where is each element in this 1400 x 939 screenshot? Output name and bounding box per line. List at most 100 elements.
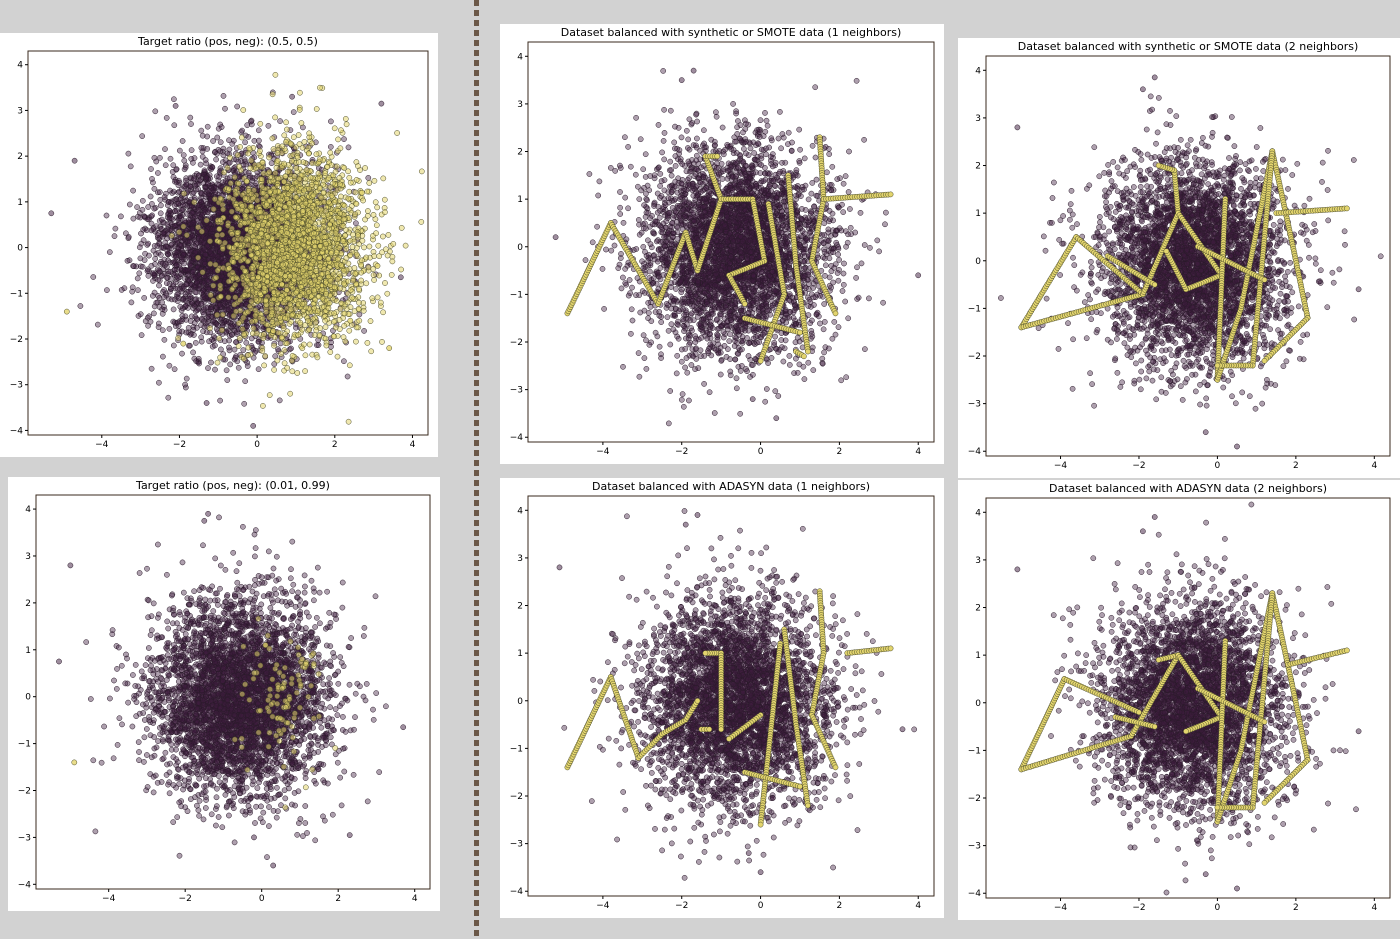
majority-point	[175, 295, 182, 301]
majority-point	[139, 133, 146, 139]
majority-point	[136, 270, 143, 277]
majority-point	[162, 146, 168, 152]
majority-point	[191, 155, 198, 161]
majority-point	[216, 301, 223, 308]
majority-point	[255, 338, 262, 345]
minority-point	[238, 134, 245, 141]
majority-point	[190, 268, 196, 275]
majority-point	[112, 225, 119, 232]
majority-point	[188, 147, 195, 153]
minority-point	[297, 89, 303, 96]
majority-point	[243, 339, 250, 346]
minority-point	[239, 326, 246, 332]
majority-point	[156, 267, 163, 274]
majority-point	[183, 181, 190, 187]
majority-point	[94, 321, 101, 328]
majority-point	[150, 278, 156, 284]
minority-point	[363, 280, 370, 287]
majority-point	[209, 343, 216, 350]
majority-point	[242, 139, 248, 146]
majority-point	[141, 295, 148, 301]
majority-point	[204, 123, 211, 130]
majority-point	[173, 208, 180, 214]
majority-point	[152, 108, 159, 115]
majority-point	[144, 268, 151, 274]
majority-point	[185, 245, 191, 251]
majority-point	[157, 210, 164, 217]
majority-point	[397, 274, 404, 281]
majority-point	[204, 277, 211, 284]
majority-point	[171, 366, 178, 373]
majority-point	[130, 187, 136, 194]
majority-point	[185, 271, 192, 278]
plot-area	[48, 71, 425, 429]
panel-divider	[474, 0, 479, 939]
majority-point	[157, 154, 163, 161]
majority-point	[170, 342, 177, 349]
majority-point	[248, 118, 254, 125]
majority-point	[227, 361, 234, 368]
majority-point	[186, 342, 192, 349]
majority-point	[167, 226, 174, 233]
majority-point	[226, 159, 233, 166]
majority-point	[170, 306, 177, 313]
majority-point	[233, 353, 239, 360]
majority-point	[205, 313, 212, 320]
majority-point	[148, 166, 154, 172]
minority-point	[269, 135, 276, 142]
majority-point	[186, 288, 192, 295]
minority-point	[216, 226, 223, 232]
majority-point	[167, 155, 174, 162]
majority-point	[182, 275, 188, 282]
majority-point	[165, 199, 172, 205]
majority-point	[149, 176, 155, 182]
majority-point	[222, 105, 228, 112]
majority-point	[217, 187, 224, 194]
majority-point	[205, 285, 212, 292]
majority-point	[220, 93, 227, 99]
majority-point	[183, 375, 190, 382]
majority-point	[208, 184, 214, 191]
majority-point	[221, 338, 228, 345]
majority-point	[156, 295, 163, 301]
majority-point	[215, 146, 222, 153]
minority-point	[195, 254, 201, 261]
majority-point	[241, 400, 248, 407]
majority-point	[218, 346, 224, 353]
majority-point	[134, 204, 140, 210]
majority-point	[162, 162, 169, 169]
majority-point	[198, 144, 205, 151]
minority-point	[289, 368, 296, 375]
majority-point	[289, 93, 295, 100]
minority-point	[214, 359, 221, 366]
majority-point	[182, 297, 189, 304]
majority-point	[151, 310, 157, 317]
majority-point	[187, 114, 194, 121]
minority-point	[266, 154, 272, 161]
minority-point	[250, 325, 257, 332]
majority-point	[265, 122, 272, 129]
majority-point	[152, 255, 159, 262]
majority-point	[353, 220, 359, 227]
majority-point	[201, 246, 208, 253]
minority-point	[301, 139, 308, 145]
majority-point	[162, 243, 169, 250]
majority-point	[154, 243, 161, 249]
minority-point	[346, 174, 353, 181]
minority-point	[298, 120, 305, 126]
majority-point	[161, 294, 167, 300]
majority-point	[176, 328, 183, 335]
majority-point	[127, 163, 134, 170]
majority-point	[189, 225, 196, 232]
majority-point	[225, 306, 232, 313]
majority-point	[156, 282, 162, 289]
majority-point	[194, 307, 201, 314]
majority-point	[178, 215, 184, 221]
minority-point	[199, 228, 205, 235]
majority-point	[71, 157, 78, 164]
majority-point	[235, 364, 242, 371]
majority-point	[192, 340, 199, 346]
minority-point	[227, 154, 233, 161]
majority-point	[341, 136, 347, 142]
majority-point	[238, 158, 245, 165]
